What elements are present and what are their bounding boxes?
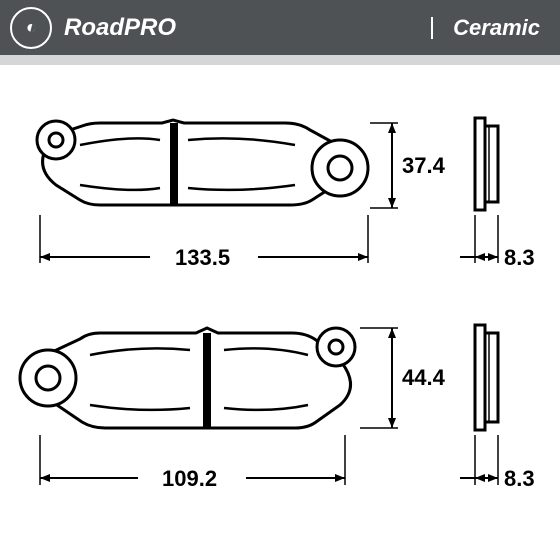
header-right: Ceramic [431, 15, 540, 41]
brand-suffix: PRO [124, 14, 176, 41]
accent-bar [0, 55, 560, 65]
header-bar: ◐ RoadPRO Ceramic [0, 0, 560, 55]
brand-name: RoadPRO [64, 14, 176, 42]
material-label: Ceramic [453, 15, 540, 41]
brand-logo: ◐ [10, 7, 52, 49]
dim-pad1-thick: 8.3 [504, 245, 535, 271]
technical-diagram: 37.4 133.5 8.3 44.4 109.2 8.3 [0, 65, 560, 560]
dim-pad1-width: 133.5 [175, 245, 230, 271]
divider [431, 17, 433, 39]
brand-prefix: Road [64, 14, 124, 41]
logo-glyph: ◐ [23, 16, 39, 39]
dim-pad2-thick: 8.3 [504, 466, 535, 492]
pad-bottom-dims [0, 65, 560, 560]
dim-pad1-height: 37.4 [402, 153, 445, 179]
dim-pad2-height: 44.4 [402, 365, 445, 391]
dim-pad2-width: 109.2 [162, 466, 217, 492]
